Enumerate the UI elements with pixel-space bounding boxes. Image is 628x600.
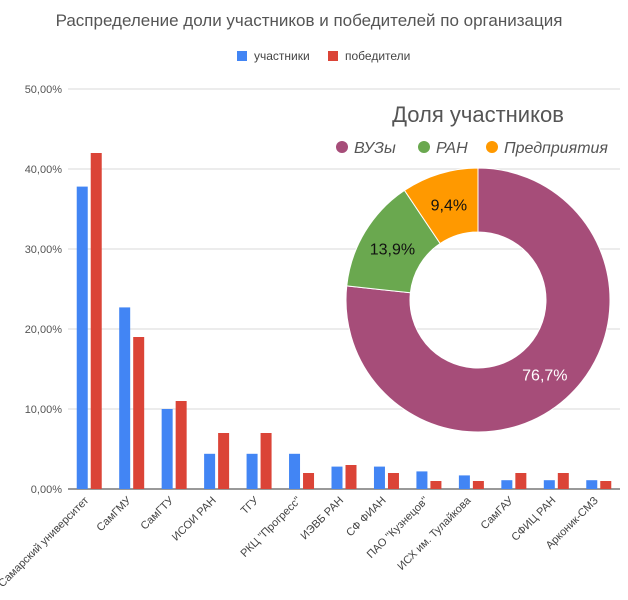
y-tick-label: 10,00% (25, 404, 63, 416)
x-category-label: ИЭВБ РАН (299, 495, 347, 543)
legend-swatch-participants (237, 51, 247, 61)
bar-participants (76, 186, 88, 489)
bar-participants (543, 480, 555, 489)
legend-label-participants: участники (254, 49, 310, 63)
bar-winners (472, 481, 484, 489)
legend-swatch-winners (328, 51, 338, 61)
bar-participants (586, 480, 598, 489)
x-category-label: СФ ФИАН (344, 495, 389, 540)
y-tick-label: 0,00% (31, 484, 62, 496)
bar-participants (204, 453, 216, 489)
bar-participants (501, 480, 513, 489)
donut-slice-label: 9,4% (431, 197, 467, 214)
bar-winners (175, 401, 187, 489)
donut-slice (345, 167, 611, 433)
bar-chart-gridlines (68, 88, 620, 490)
bar-winners (557, 473, 569, 489)
bar-participants (161, 409, 173, 489)
bar-participants (458, 475, 470, 489)
donut-legend-dot (336, 141, 348, 153)
bar-winners (90, 153, 102, 489)
donut-slice-label: 76,7% (522, 367, 567, 384)
donut-slice (403, 167, 479, 245)
x-category-label: ИСХ им. Тулайкова (395, 494, 474, 573)
donut-slices (345, 167, 611, 433)
donut-slice-label: 13,9% (370, 241, 415, 258)
bar-winners (430, 481, 442, 489)
bar-participants (289, 453, 301, 489)
x-category-label: СамГАУ (479, 494, 517, 532)
bar-participants (246, 453, 258, 489)
bar-winners (600, 481, 612, 489)
bar-winners (218, 433, 230, 489)
bar-participants (373, 466, 385, 489)
bar-winners (303, 473, 315, 489)
y-tick-label: 50,00% (25, 84, 63, 96)
bar-winners (387, 473, 399, 489)
bar-chart-title: Распределение доли участников и победите… (56, 11, 563, 30)
donut-chart-title: Доля участников (392, 102, 564, 127)
bar-participants (119, 307, 131, 489)
bar-chart-legend: участники победители (237, 49, 410, 63)
bar-chart-bars (76, 153, 612, 489)
donut-legend-dot (486, 141, 498, 153)
x-category-label: СамГМУ (94, 494, 134, 534)
legend-label-winners: победители (345, 49, 410, 63)
y-tick-label: 30,00% (25, 244, 63, 256)
x-category-label: ТГУ (239, 494, 262, 517)
x-category-label: Самарский университет (0, 495, 91, 590)
y-tick-label: 40,00% (25, 164, 63, 176)
x-category-label: СамГТУ (139, 494, 177, 532)
bar-winners (260, 433, 272, 489)
x-category-label: ИСОИ РАН (170, 495, 219, 544)
donut-legend-label: ВУЗы (354, 140, 396, 157)
bar-winners (515, 473, 527, 489)
bar-winners (133, 337, 145, 489)
bar-winners (345, 465, 357, 489)
donut-slice-labels: 76,7% 13,9% 9,4% (370, 197, 568, 384)
donut-legend-label: Предприятия (504, 140, 608, 157)
y-tick-label: 20,00% (25, 324, 63, 336)
bar-participants (331, 466, 343, 489)
donut-chart-legend: ВУЗы РАН Предприятия (336, 140, 608, 157)
donut-chart: Доля участников ВУЗы РАН Предприятия 76,7%… (336, 102, 611, 433)
donut-legend-label: РАН (436, 140, 468, 157)
donut-legend-dot (418, 141, 430, 153)
y-axis-ticks: 0,00% 10,00% 20,00% 30,00% 40,00% 50,00% (25, 84, 63, 496)
bar-participants (416, 471, 428, 489)
